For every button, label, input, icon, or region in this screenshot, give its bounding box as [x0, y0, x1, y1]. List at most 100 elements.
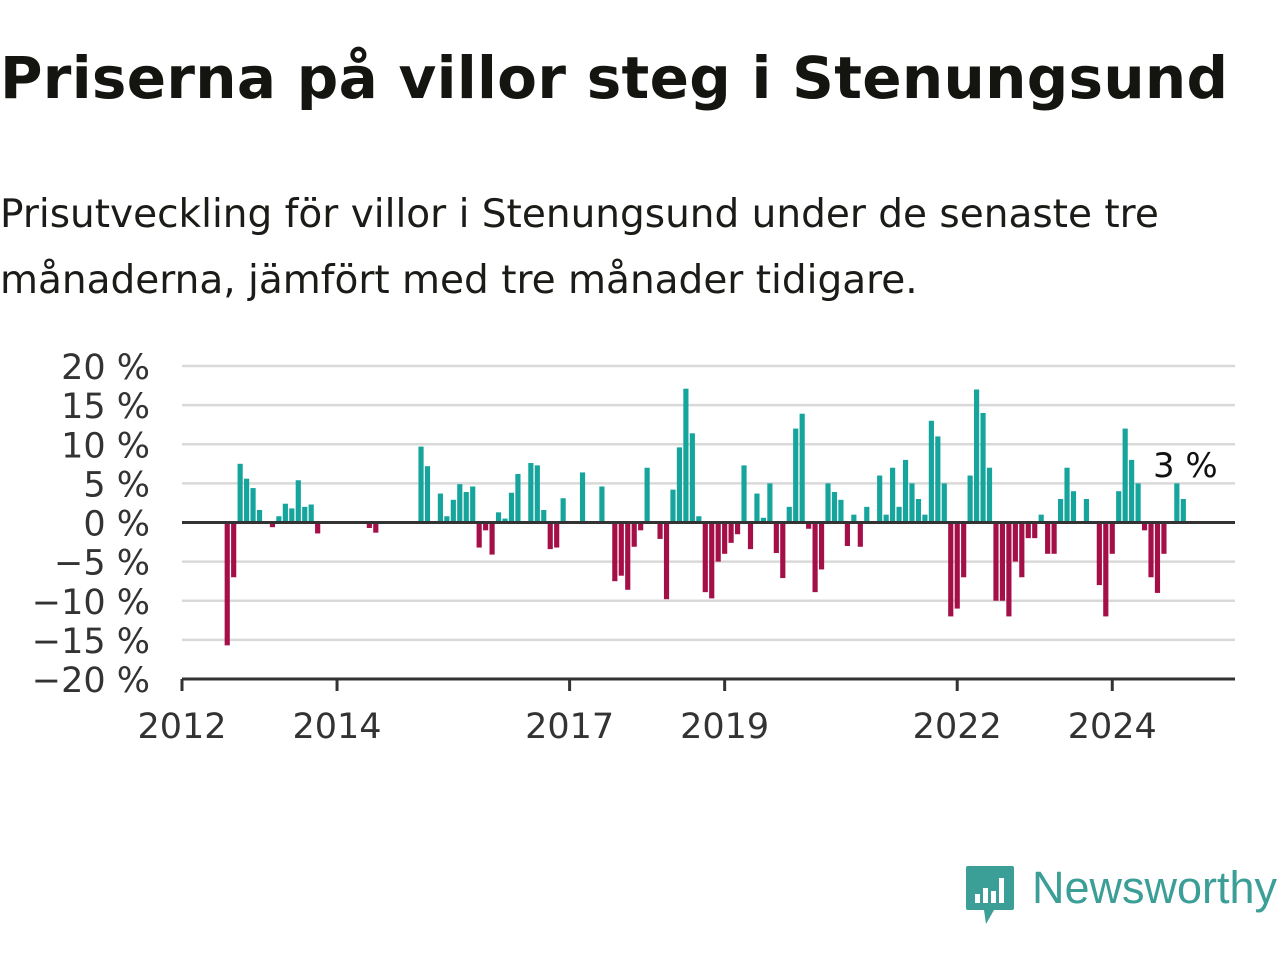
bar — [1083, 499, 1089, 523]
bar — [993, 522, 999, 601]
bar — [644, 467, 650, 523]
bar — [890, 467, 896, 523]
bar — [489, 522, 495, 555]
chart-title: Priserna på villor steg i Stenungsund — [0, 44, 1229, 112]
bar — [560, 498, 566, 523]
bar — [1129, 459, 1135, 523]
bar — [625, 522, 631, 590]
bar — [534, 465, 540, 523]
y-tick-label: −20 % — [32, 661, 150, 701]
bar — [1096, 522, 1102, 586]
bar — [689, 433, 695, 523]
bar — [715, 522, 721, 562]
bar — [1070, 491, 1077, 523]
bar — [844, 522, 850, 546]
bar — [1148, 522, 1154, 578]
bar — [554, 522, 560, 548]
bar — [579, 472, 586, 523]
bar — [463, 491, 469, 523]
bar — [922, 514, 928, 523]
bar — [728, 522, 734, 543]
bar — [818, 522, 825, 570]
bar — [450, 499, 456, 523]
x-tick-label: 2024 — [1068, 707, 1157, 740]
bar — [935, 436, 941, 523]
y-tick-label: 0 % — [83, 505, 150, 545]
bar — [1161, 522, 1167, 554]
bar — [702, 522, 708, 593]
bar — [734, 522, 741, 535]
bar — [269, 522, 276, 528]
bar — [896, 506, 902, 523]
bar — [676, 447, 683, 523]
bar — [928, 420, 934, 523]
bar — [237, 463, 243, 523]
bar — [437, 493, 443, 523]
bar — [954, 522, 960, 609]
bar — [256, 509, 263, 523]
bar — [760, 517, 766, 523]
bar — [1051, 522, 1057, 554]
bar — [857, 522, 863, 547]
bar — [618, 522, 624, 576]
y-tick-label: 15 % — [61, 387, 150, 427]
bar — [754, 493, 760, 523]
bar — [909, 483, 915, 523]
bar — [250, 488, 256, 523]
bar — [793, 428, 799, 523]
bar — [663, 522, 670, 600]
bar — [289, 508, 295, 523]
brand-name: Newsworthy — [1032, 862, 1278, 913]
bar — [1045, 522, 1051, 554]
bar — [599, 486, 605, 523]
bar — [722, 522, 728, 554]
bar — [444, 516, 450, 523]
bar — [838, 499, 844, 523]
bar — [1038, 514, 1044, 523]
y-tick-label: 5 % — [83, 465, 150, 505]
bar-chart: 20 %15 %10 %5 %0 %−5 %−10 %−15 %−20 % 20… — [32, 348, 1235, 740]
bar — [670, 489, 676, 523]
bar — [948, 522, 954, 617]
bar — [295, 480, 301, 523]
bar — [244, 478, 250, 523]
bar — [424, 466, 431, 523]
bar — [315, 522, 321, 534]
bar — [1025, 522, 1031, 539]
bar — [1180, 499, 1186, 523]
y-tick-label: 10 % — [61, 426, 150, 466]
bar — [877, 475, 883, 523]
last-value-annotation: 3 % — [1149, 442, 1222, 490]
bar — [282, 503, 288, 523]
y-tick-label: −5 % — [54, 544, 150, 584]
bar — [1064, 467, 1070, 523]
bar — [1103, 522, 1109, 617]
y-tick-label: 20 % — [61, 348, 150, 388]
bar — [495, 512, 502, 523]
bar — [373, 522, 379, 533]
bar — [476, 522, 482, 548]
grid-lines — [182, 364, 1235, 642]
x-axis-tick-labels: 2012 2014 2017 2019 2022 2024 — [137, 707, 1156, 740]
bar — [1057, 499, 1064, 523]
bar — [302, 506, 308, 523]
bar — [1109, 522, 1115, 554]
bar — [986, 467, 993, 523]
bar — [418, 446, 424, 523]
bar — [1135, 483, 1141, 523]
x-tick-label: 2022 — [913, 707, 1002, 740]
bar — [747, 522, 754, 550]
newsworthy-logo-icon — [966, 866, 1014, 924]
bar — [864, 506, 870, 523]
bar — [786, 506, 792, 523]
bar — [276, 516, 282, 523]
bar — [231, 522, 237, 578]
bar — [457, 484, 463, 523]
bar — [683, 388, 689, 523]
bar — [941, 483, 947, 523]
bar — [1032, 522, 1038, 539]
bar — [851, 514, 857, 523]
bar — [612, 522, 618, 582]
bar — [967, 475, 973, 523]
bar — [541, 509, 547, 523]
